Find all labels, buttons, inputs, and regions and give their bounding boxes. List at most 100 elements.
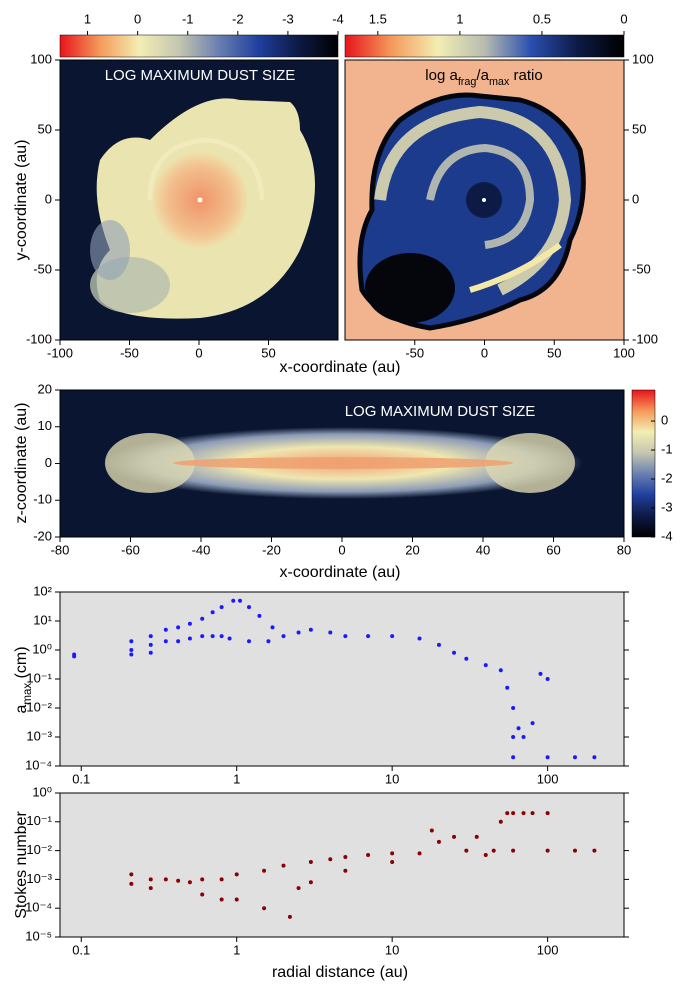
point [572,848,577,853]
map-image [345,60,624,340]
text-part: log a [425,67,458,84]
y-tick-label: 0 [45,191,52,206]
map-image [60,60,338,340]
y-axis-label: Stokes number [13,811,30,919]
point [328,630,333,635]
x-tick-label: 40 [476,542,490,557]
x-tick-label: 0.1 [72,771,90,786]
point [200,616,205,621]
x-tick-label: 20 [405,542,419,557]
y-tick-label: 10⁻³ [26,728,52,743]
colorbar-tick-label: -1 [661,441,673,456]
y-tick-label: -50 [33,261,52,276]
point [262,906,267,911]
point [511,755,516,760]
colorbar-tick-label: 0 [661,412,668,427]
x-tick-label: -50 [120,345,139,360]
point [452,834,457,839]
colorbar-tick-label: -3 [282,11,294,26]
point [308,860,313,865]
point [452,650,457,655]
colorbar [631,389,656,538]
point [266,639,271,644]
point [281,634,286,639]
point [511,706,516,710]
point [390,634,395,639]
x-tick-label: -80 [51,542,70,557]
point [521,735,526,739]
colorbar-tick-label: -1 [182,11,194,26]
plot-background [60,592,624,766]
point [436,839,441,844]
y-axis-label: z-coordinate (au) [13,403,30,524]
y-tick-label: 50 [632,121,646,136]
point [237,598,242,603]
chart-title: LOG MAXIMUM DUST SIZE [105,67,296,84]
point [270,625,275,630]
point [538,671,543,676]
colorbar-tick-label: 1.5 [369,11,387,26]
text-part: ratio [509,67,542,84]
x-axis-label: radial distance (au) [272,964,408,981]
colorbar-tick-label: -2 [232,11,244,26]
y-tick-label: 50 [38,121,52,136]
x-tick-label: 100 [537,942,559,957]
point [592,848,597,853]
point [530,811,535,816]
point [498,668,503,673]
point [328,857,333,862]
y-tick-label: 10⁻⁴ [25,900,52,915]
colorbar-tick-label: -3 [661,499,673,514]
point [491,848,496,853]
point [572,755,577,760]
point [148,634,153,639]
point [210,610,215,615]
point [296,886,301,891]
point [187,621,192,626]
point [210,634,215,639]
x-tick-label: 0 [195,345,202,360]
y-tick-label: 0 [632,191,639,206]
point [176,878,181,883]
point [308,627,313,632]
y-tick-label: 0 [45,455,52,470]
x-tick-label: 100 [613,345,635,360]
colorbar-tick-label: 1 [456,11,463,26]
text-part: a [13,705,30,714]
point [163,877,168,882]
point [498,819,503,824]
point [148,650,153,655]
point [343,634,348,639]
point [545,848,550,853]
text-part: /a [476,67,489,84]
colorbar-tick-label: -4 [332,11,344,26]
text-part: max [489,76,510,88]
y-axis-label: y-coordinate (au) [13,140,30,261]
point [390,860,395,865]
point [545,811,550,816]
y-tick-label: -10 [33,492,52,507]
chart-title: LOG MAXIMUM DUST SIZE [345,403,536,420]
y-tick-label: 100 [30,51,52,66]
y-tick-label: 10 [38,418,52,433]
point [281,863,286,868]
point [521,811,526,816]
point [148,886,153,891]
point [234,897,239,902]
y-tick-label: 10⁻¹ [26,813,52,828]
point [187,636,192,641]
y-tick-label: 10⁻¹ [26,670,52,685]
point [163,639,168,644]
x-tick-label: -20 [262,542,281,557]
point [516,726,521,731]
x-tick-label: -60 [121,542,140,557]
text-part: max [22,683,34,705]
plot-background [60,793,624,937]
point [227,636,232,641]
point [592,755,597,760]
x-axis-label: x-coordinate (au) [280,359,401,376]
point [129,881,134,886]
chart-title: log afrag/amax ratio [425,67,542,88]
point [72,654,77,659]
point [530,721,535,726]
